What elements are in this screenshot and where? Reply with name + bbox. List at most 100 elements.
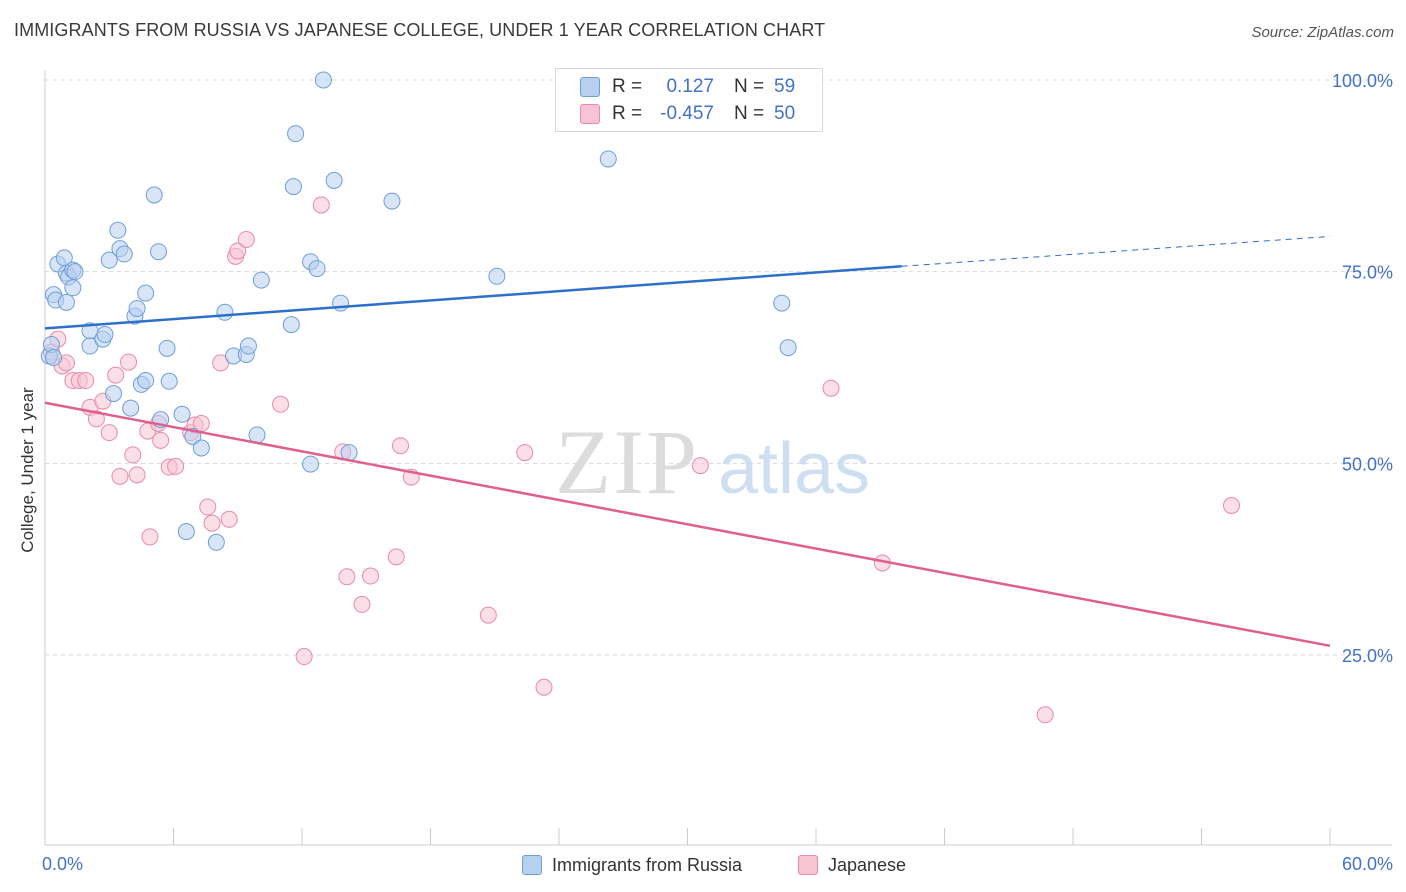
russia-point bbox=[252, 271, 270, 289]
russia-legend-label: Immigrants from Russia bbox=[552, 854, 743, 875]
russia-point bbox=[173, 405, 191, 423]
japanese-point bbox=[362, 567, 380, 585]
japanese-point bbox=[203, 514, 221, 532]
russia-point bbox=[150, 243, 168, 261]
japanese-swatch bbox=[580, 104, 600, 124]
russia-point bbox=[100, 251, 118, 269]
n-label: N = bbox=[734, 103, 765, 124]
japanese-point bbox=[107, 366, 125, 384]
x-tick-label: 0.0% bbox=[42, 854, 83, 874]
japanese-point bbox=[120, 353, 138, 371]
y-tick-label: 100.0% bbox=[1332, 71, 1393, 91]
japanese-point bbox=[272, 395, 290, 413]
japanese-point bbox=[141, 528, 159, 546]
russia-trend-extension bbox=[901, 235, 1331, 267]
r-value: 0.127 bbox=[666, 76, 714, 97]
japanese-point bbox=[1222, 497, 1240, 514]
russia-point bbox=[145, 186, 163, 204]
japanese-swatch bbox=[798, 855, 818, 875]
watermark: ZIP atlas bbox=[555, 411, 870, 513]
legend-row-japanese: R = -0.457 N = 50 bbox=[580, 102, 795, 126]
japanese-point bbox=[392, 437, 410, 455]
russia-point bbox=[779, 339, 797, 357]
n-value: 59 bbox=[774, 76, 796, 97]
russia-point bbox=[308, 260, 326, 278]
russia-swatch bbox=[522, 855, 542, 875]
russia-point bbox=[177, 523, 195, 541]
japanese-legend-label: Japanese bbox=[828, 854, 907, 875]
russia-point bbox=[115, 245, 133, 263]
russia-point bbox=[158, 339, 176, 357]
russia-points bbox=[40, 71, 797, 551]
japanese-point bbox=[387, 548, 405, 566]
japanese-point bbox=[691, 457, 709, 475]
japanese-point bbox=[128, 466, 146, 484]
japanese-point bbox=[87, 410, 105, 428]
russia-point bbox=[109, 221, 127, 239]
japanese-point bbox=[152, 431, 170, 449]
russia-point bbox=[332, 294, 350, 312]
russia-point bbox=[302, 455, 320, 473]
russia-point bbox=[122, 399, 140, 417]
russia-point bbox=[105, 385, 123, 403]
japanese-point bbox=[1036, 706, 1054, 724]
russia-point bbox=[160, 372, 178, 390]
japanese-point bbox=[237, 230, 255, 248]
y-axis-label: College, Under 1 year bbox=[18, 387, 37, 553]
bottom-legend-russia: Immigrants from Russia bbox=[522, 853, 742, 877]
n-label: N = bbox=[734, 76, 765, 97]
japanese-point bbox=[111, 467, 129, 485]
russia-point bbox=[137, 372, 155, 390]
russia-point bbox=[282, 316, 300, 334]
japanese-point bbox=[199, 498, 217, 516]
russia-point bbox=[45, 349, 63, 367]
russia-point bbox=[325, 171, 343, 189]
russia-point bbox=[287, 125, 305, 143]
japanese-point bbox=[353, 595, 371, 613]
japanese-point bbox=[167, 457, 185, 475]
russia-point bbox=[128, 299, 146, 317]
y-tick-label: 50.0% bbox=[1342, 454, 1393, 474]
japanese-point bbox=[535, 678, 553, 696]
japanese-trend-line bbox=[44, 401, 1331, 648]
gridlines bbox=[45, 79, 1392, 656]
bottom-legend-japanese: Japanese bbox=[798, 853, 906, 877]
russia-point bbox=[314, 71, 332, 89]
trend-lines bbox=[44, 235, 1331, 648]
japanese-point bbox=[822, 379, 840, 397]
russia-point bbox=[284, 178, 302, 196]
russia-swatch bbox=[580, 77, 600, 97]
correlation-legend: R = 0.127 N = 59 R = -0.457 N = 50 bbox=[555, 68, 823, 132]
japanese-point bbox=[312, 196, 330, 214]
n-value: 50 bbox=[774, 103, 796, 124]
russia-point bbox=[207, 533, 225, 551]
r-value: -0.457 bbox=[660, 103, 714, 124]
source-note: Source: ZipAtlas.com bbox=[1251, 24, 1394, 41]
r-label: R = bbox=[612, 103, 643, 124]
japanese-point bbox=[479, 606, 497, 624]
russia-point bbox=[192, 439, 210, 457]
japanese-point bbox=[516, 444, 534, 462]
russia-point bbox=[239, 337, 257, 355]
watermark-zip: ZIP bbox=[555, 411, 699, 513]
tick-labels: 100.0% 75.0% 50.0% 25.0% 0.0% 60.0% bbox=[42, 71, 1393, 874]
russia-point bbox=[64, 279, 82, 297]
chart-title: IMMIGRANTS FROM RUSSIA VS JAPANESE COLLE… bbox=[14, 20, 826, 40]
japanese-point bbox=[338, 568, 356, 586]
russia-trend-line bbox=[44, 265, 902, 330]
japanese-point bbox=[220, 510, 238, 528]
russia-point bbox=[137, 284, 155, 302]
japanese-point bbox=[229, 242, 247, 260]
watermark-atlas: atlas bbox=[718, 429, 870, 509]
y-tick-label: 25.0% bbox=[1342, 646, 1393, 666]
russia-point bbox=[599, 150, 617, 168]
r-label: R = bbox=[612, 76, 643, 97]
russia-point bbox=[96, 326, 114, 344]
russia-point bbox=[383, 192, 401, 210]
russia-point bbox=[773, 294, 791, 312]
axes bbox=[44, 70, 1392, 846]
japanese-point bbox=[100, 424, 118, 442]
y-tick-label: 75.0% bbox=[1342, 263, 1393, 283]
japanese-point bbox=[77, 372, 95, 390]
